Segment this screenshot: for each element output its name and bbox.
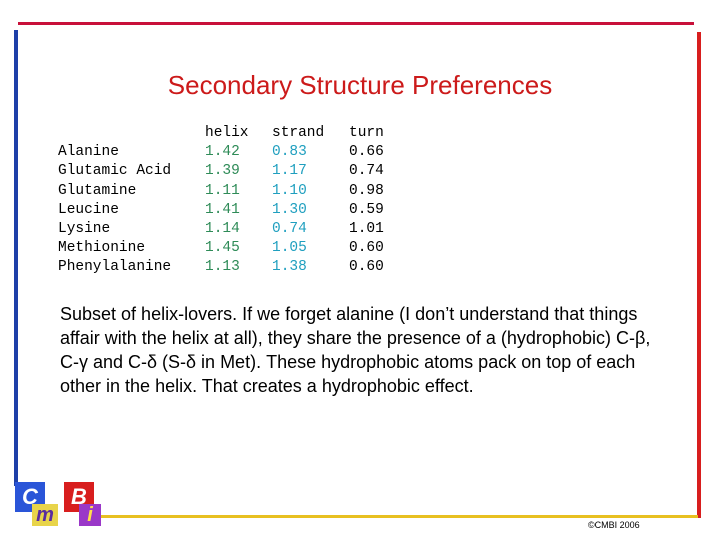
slide-title: Secondary Structure Preferences — [167, 70, 553, 100]
cell-turn: 0.60 — [349, 259, 384, 276]
cell-name: Lysine — [58, 221, 111, 238]
header-turn: turn — [349, 125, 384, 141]
cell-strand: 0.83 — [272, 144, 307, 161]
body-text: Subset of helix-lovers. If we forget ala… — [60, 304, 651, 396]
table-row: Alanine 1.42 0.83 0.66 — [58, 143, 384, 162]
cell-helix: 1.42 — [205, 144, 240, 161]
cell-strand: 1.10 — [272, 182, 307, 199]
cell-helix: 1.11 — [205, 182, 240, 199]
logo-letter-i: i — [79, 504, 101, 526]
cell-turn: 0.59 — [349, 201, 384, 218]
cell-name: Leucine — [58, 201, 119, 218]
cell-helix: 1.41 — [205, 201, 240, 218]
frame-top-bar — [18, 22, 694, 25]
cell-strand: 1.30 — [272, 201, 307, 218]
preferences-table: helix strand turn Alanine 1.42 0.83 0.66 Glu… — [58, 124, 384, 278]
header-name — [58, 124, 205, 143]
cell-name: Glutamic Acid — [58, 163, 172, 180]
cell-helix: 1.45 — [205, 240, 240, 257]
table-row: Lysine 1.14 0.74 1.01 — [58, 220, 384, 239]
header-strand: strand — [272, 125, 325, 141]
frame-right-bar — [697, 32, 701, 518]
table-row: Leucine 1.41 1.30 0.59 — [58, 201, 384, 220]
header-helix: helix — [205, 125, 249, 141]
table-row: Glutamine 1.11 1.10 0.98 — [58, 182, 384, 201]
cell-name: Glutamine — [58, 182, 137, 199]
cell-strand: 1.05 — [272, 240, 307, 257]
cell-strand: 0.74 — [272, 221, 307, 238]
copyright-text: ©CMBI 2006 — [588, 520, 640, 530]
cell-helix: 1.39 — [205, 163, 240, 180]
table-header-row: helix strand turn — [58, 124, 384, 143]
cmbi-logo: C m B i — [15, 482, 101, 526]
cell-strand: 1.38 — [272, 259, 307, 276]
cell-name: Alanine — [58, 144, 119, 161]
frame-bottom-bar — [100, 515, 698, 518]
cell-name: Methionine — [58, 240, 146, 257]
cell-turn: 0.98 — [349, 182, 384, 199]
cell-strand: 1.17 — [272, 163, 307, 180]
table-row: Glutamic Acid 1.39 1.17 0.74 — [58, 162, 384, 181]
frame-left-bar — [14, 30, 18, 486]
cell-helix: 1.13 — [205, 259, 240, 276]
cell-name: Phenylalanine — [58, 259, 172, 276]
table-row: Phenylalanine 1.13 1.38 0.60 — [58, 258, 384, 277]
table-row: Methionine 1.45 1.05 0.60 — [58, 239, 384, 258]
logo-letter-m: m — [32, 504, 58, 526]
cell-turn: 1.01 — [349, 221, 384, 238]
cell-turn: 0.74 — [349, 163, 384, 180]
cell-turn: 0.66 — [349, 144, 384, 161]
cell-turn: 0.60 — [349, 240, 384, 257]
cell-helix: 1.14 — [205, 221, 240, 238]
